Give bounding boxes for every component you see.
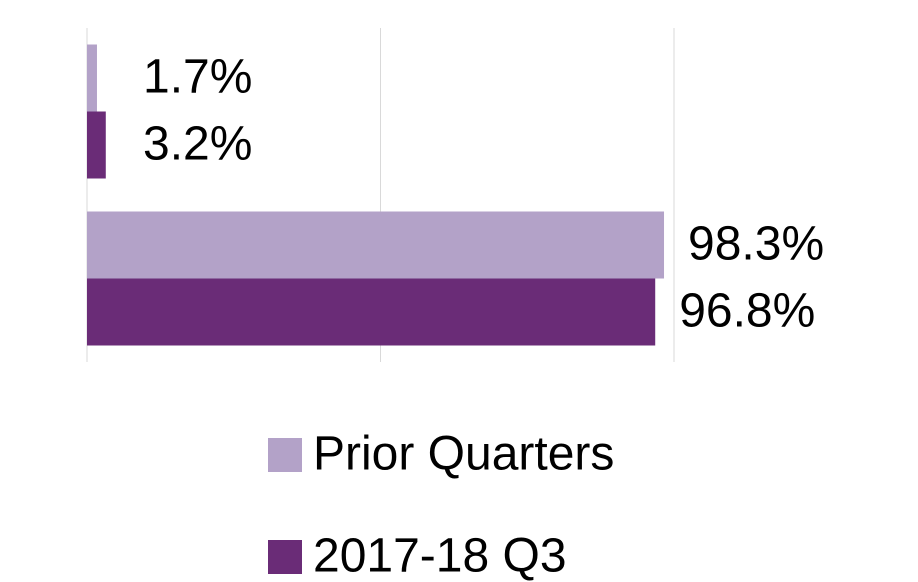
bar [87,278,656,346]
bar [87,211,665,279]
data-label: 3.2% [143,118,252,171]
bar [87,111,106,179]
legend-label: Prior Quarters [313,428,614,481]
legend-swatch [268,540,302,574]
data-label: 1.7% [143,51,252,104]
bar [87,44,97,112]
legend-label: 2017-18 Q3 [313,530,567,582]
legend-swatch [268,438,302,472]
data-label: 96.8% [679,285,815,338]
data-label: 98.3% [688,218,824,271]
